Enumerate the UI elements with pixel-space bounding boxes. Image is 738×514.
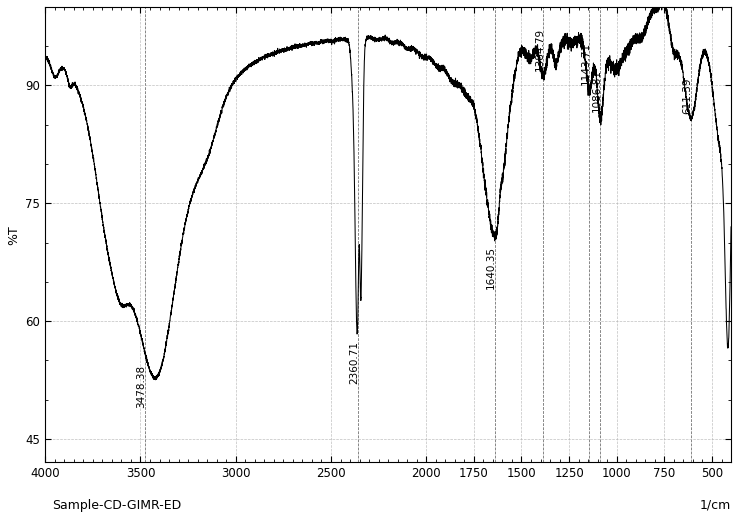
Text: 2360.71: 2360.71 bbox=[349, 341, 359, 384]
Text: Sample-CD-GIMR-ED: Sample-CD-GIMR-ED bbox=[52, 499, 182, 512]
Text: 1384.79: 1384.79 bbox=[535, 28, 545, 71]
Text: 1/cm: 1/cm bbox=[700, 499, 731, 512]
Text: 1086.81: 1086.81 bbox=[592, 69, 601, 113]
Text: 3478.38: 3478.38 bbox=[136, 364, 146, 408]
Text: 1143.71: 1143.71 bbox=[581, 42, 590, 85]
Y-axis label: %T: %T bbox=[7, 225, 20, 245]
Text: 1640.35: 1640.35 bbox=[486, 246, 496, 289]
Text: 611.39: 611.39 bbox=[682, 77, 692, 114]
